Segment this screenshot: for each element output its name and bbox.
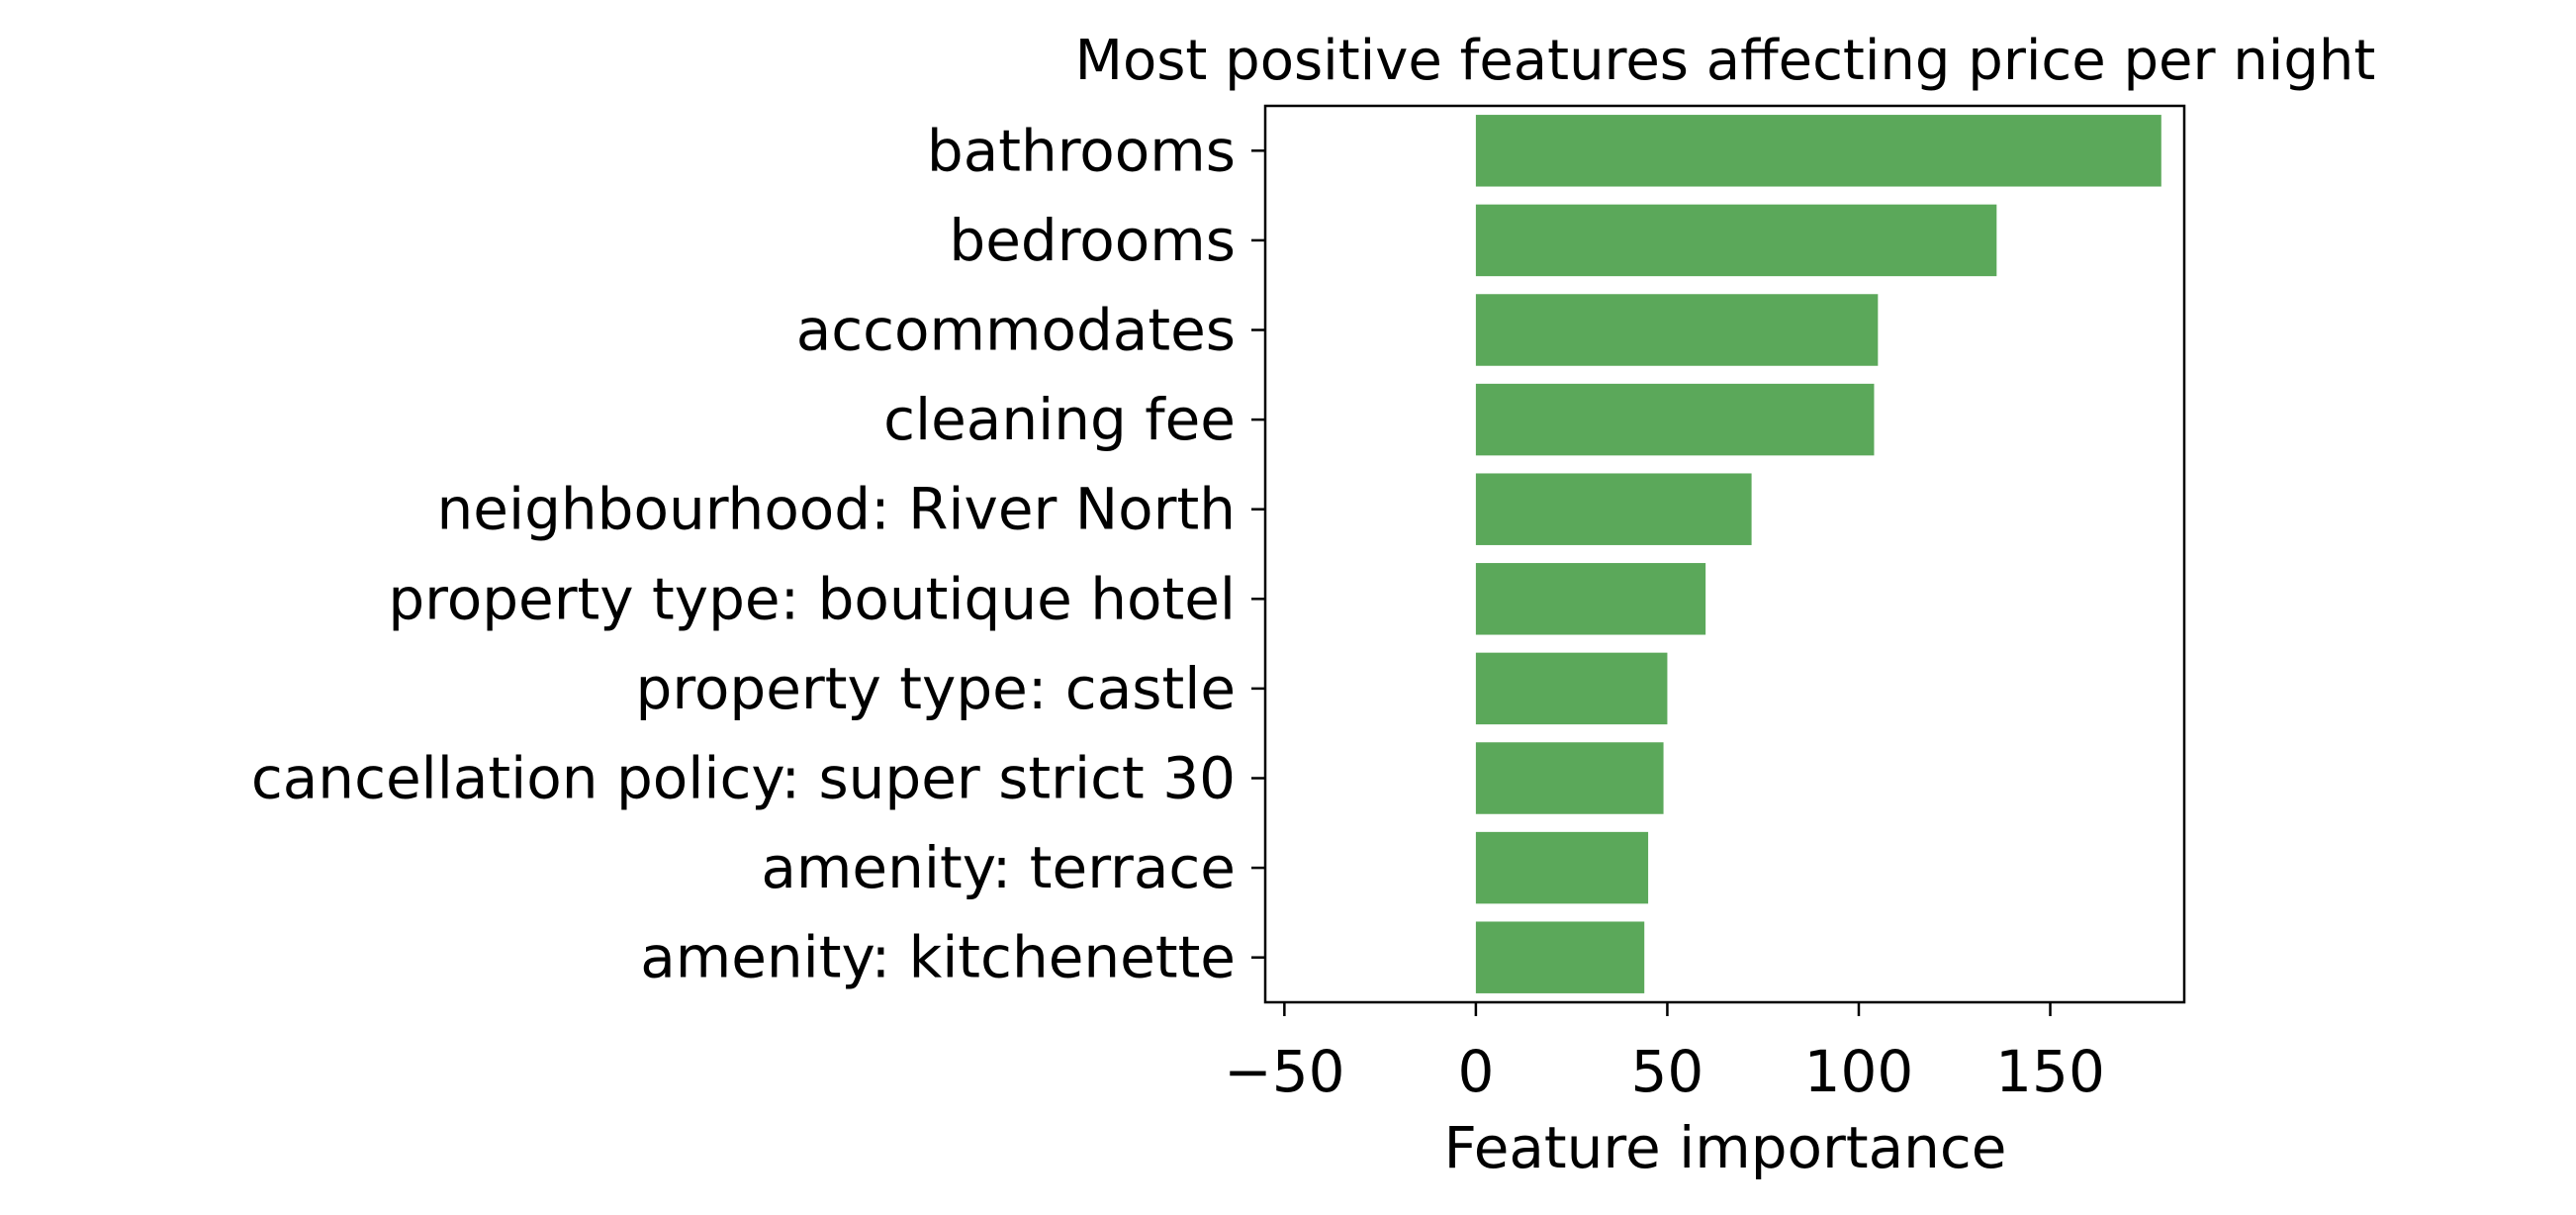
bar: [1475, 742, 1664, 814]
bar: [1475, 473, 1752, 545]
bar: [1475, 921, 1645, 993]
category-label: bedrooms: [949, 207, 1236, 274]
bars-group: [1475, 115, 2162, 993]
bar: [1475, 831, 1649, 904]
category-label: amenity: kitchenette: [640, 924, 1236, 991]
plot-frame: [1263, 104, 2186, 1004]
y-axis-ticks: bathrooms bedrooms accommodates cleaning fe…: [251, 117, 1265, 991]
category-label: cleaning fee: [883, 386, 1236, 453]
bar: [1475, 204, 1997, 277]
bar: [1475, 294, 1879, 366]
x-axis-ticks: −50 0 50 100 150: [1224, 1002, 2105, 1105]
category-label: cancellation policy: super strict 30: [251, 745, 1236, 812]
bar: [1475, 652, 1668, 725]
bar: [1475, 115, 2162, 187]
x-tick-label: 50: [1631, 1038, 1704, 1105]
category-label: property type: castle: [636, 655, 1236, 722]
chart-title: Most positive features affecting price p…: [1075, 29, 2376, 93]
category-label: accommodates: [796, 297, 1236, 364]
bar: [1475, 563, 1706, 635]
category-label: bathrooms: [927, 117, 1236, 184]
x-tick-label: −50: [1224, 1038, 1344, 1105]
category-label: amenity: terrace: [761, 834, 1236, 901]
bar: [1475, 383, 1875, 456]
x-tick-label: 0: [1457, 1038, 1494, 1105]
x-axis-label: Feature importance: [1444, 1114, 2007, 1181]
category-label: neighbourhood: River North: [437, 476, 1236, 543]
x-tick-label: 100: [1804, 1038, 1914, 1105]
x-tick-label: 150: [1995, 1038, 2105, 1105]
category-label: property type: boutique hotel: [388, 565, 1236, 632]
